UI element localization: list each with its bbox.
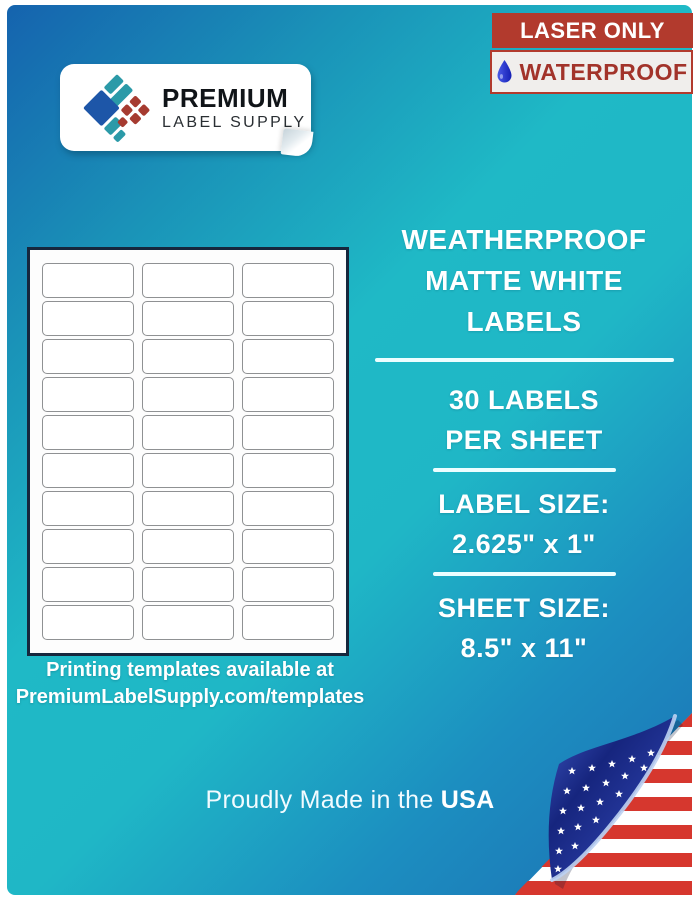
label-cell	[242, 415, 334, 450]
labels-per-sheet-line2: PER SHEET	[445, 425, 603, 455]
label-cell	[42, 377, 134, 412]
label-cell	[42, 453, 134, 488]
divider	[432, 572, 616, 576]
sheet-size-heading: SHEET SIZE:	[437, 593, 611, 623]
label-cell	[142, 605, 234, 640]
product-title-line2: MATTE WHITE	[425, 265, 623, 296]
label-size-heading: LABEL SIZE:	[438, 489, 610, 519]
laser-only-label: LASER ONLY	[520, 17, 665, 43]
logo-text-premium: PREMIUM	[162, 82, 289, 113]
label-grid	[42, 263, 334, 640]
made-in-usa-bold: USA	[440, 786, 495, 814]
us-flag-page-curl	[515, 713, 692, 895]
label-cell	[242, 453, 334, 488]
waterproof-label: WATERPROOF	[519, 58, 688, 85]
label-cell	[42, 529, 134, 564]
label-cell	[42, 263, 134, 298]
label-cell	[142, 263, 234, 298]
label-cell	[242, 567, 334, 602]
label-cell	[242, 301, 334, 336]
label-cell	[242, 377, 334, 412]
label-cell	[142, 567, 234, 602]
waterproof-badge: WATERPROOF	[490, 50, 693, 94]
brand-logo-sticker: PREMIUM LABEL SUPPLY	[60, 64, 314, 158]
premium-label-supply-logo-icon	[78, 69, 156, 147]
label-cell	[242, 491, 334, 526]
templates-note-line1: Printing templates available at	[46, 659, 334, 681]
made-in-usa-text: Proudly Made in the USA	[150, 786, 550, 815]
label-cell	[42, 339, 134, 374]
templates-note: Printing templates available at PremiumL…	[15, 657, 365, 711]
divider	[374, 358, 674, 362]
label-size-value: 2.625" x 1"	[452, 529, 596, 559]
label-cell	[142, 529, 234, 564]
label-cell	[142, 301, 234, 336]
made-in-prefix: Proudly Made in the	[205, 786, 441, 814]
product-title-line3: LABELS	[466, 306, 582, 337]
sheet-size-value: 8.5" x 11"	[460, 633, 588, 663]
label-cell	[142, 491, 234, 526]
label-cell	[242, 339, 334, 374]
product-title-line1: WEATHERPROOF	[401, 224, 647, 255]
label-sheet-preview	[27, 247, 349, 656]
label-cell	[242, 605, 334, 640]
product-specs: WEATHERPROOF MATTE WHITE LABELS 30 LABEL…	[374, 219, 674, 668]
label-cell	[142, 415, 234, 450]
label-cell	[42, 415, 134, 450]
labels-per-sheet-line1: 30 LABELS	[448, 385, 600, 415]
label-cell	[42, 491, 134, 526]
label-cell	[142, 377, 234, 412]
label-cell	[242, 263, 334, 298]
label-cell	[42, 605, 134, 640]
label-cell	[42, 301, 134, 336]
water-drop-icon	[497, 60, 512, 83]
divider	[432, 468, 616, 472]
laser-only-badge: LASER ONLY	[492, 13, 693, 48]
logo-text-label-supply: LABEL SUPPLY	[162, 113, 307, 131]
label-cell	[142, 453, 234, 488]
label-cell	[42, 567, 134, 602]
templates-note-line2: PremiumLabelSupply.com/templates	[15, 686, 365, 708]
label-cell	[142, 339, 234, 374]
label-cell	[242, 529, 334, 564]
